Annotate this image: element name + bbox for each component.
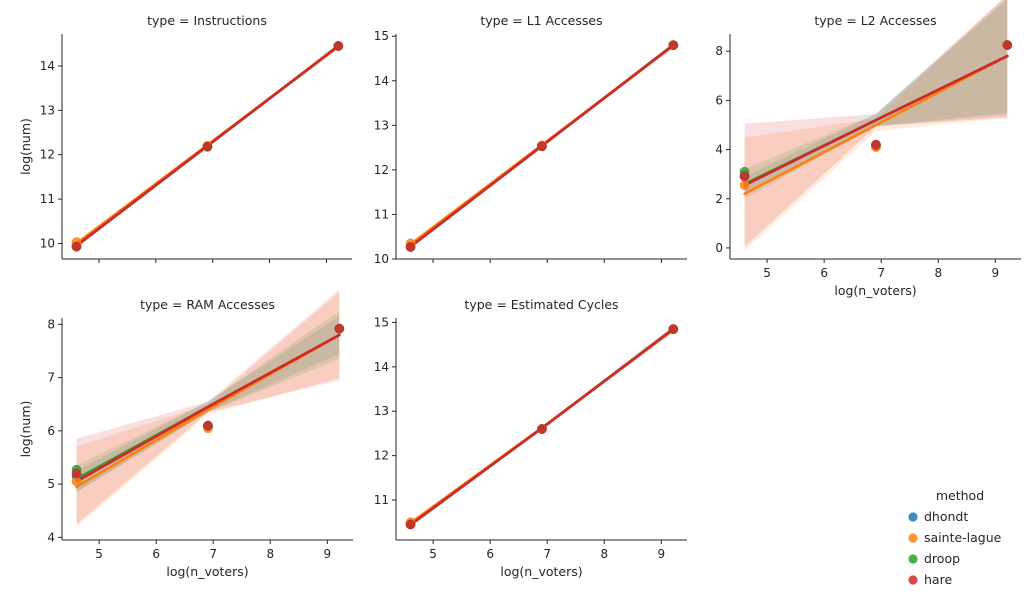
y-tick-label: 13 <box>374 404 389 418</box>
x-tick-label: 6 <box>820 266 828 280</box>
y-tick-label: 11 <box>374 207 389 221</box>
facet-type-estimated-cycles: type = Estimated Cycles 11 12 13 14 15 5 6 7 8 9 lo… <box>374 297 687 579</box>
legend-marker-dhondt <box>908 512 918 522</box>
y-tick-label: 2 <box>715 192 723 206</box>
data-point-sainte-lague <box>739 180 750 191</box>
x-tick-label: 9 <box>324 547 332 561</box>
y-tick-label: 12 <box>374 163 389 177</box>
legend-marker-droop <box>908 554 918 564</box>
y-tick-label: 4 <box>715 143 723 157</box>
confidence-band-hare <box>744 0 1008 247</box>
facet-title: type = L1 Accesses <box>480 13 602 28</box>
y-tick-label: 7 <box>47 371 55 385</box>
legend-label-sainte-lague: sainte-lague <box>924 530 1002 545</box>
x-tick-label: 5 <box>763 266 771 280</box>
y-tick-label: 15 <box>374 315 389 329</box>
legend-marker-hare <box>908 575 918 585</box>
facet-type-instructions: type = Instructions 10 11 12 13 14 log(num) <box>18 13 352 263</box>
x-axis-label: log(n_voters) <box>166 564 248 579</box>
facet-type-l1-accesses: type = L1 Accesses 10 11 12 13 14 15 <box>374 13 687 266</box>
legend-label-hare: hare <box>924 572 952 587</box>
data-point-hare <box>334 323 345 334</box>
facet-type-ram-accesses: type = RAM Accesses 4 5 6 7 8 5 6 7 8 9 log(n_voter… <box>18 289 353 579</box>
x-tick-label: 7 <box>877 266 885 280</box>
x-tick-label: 6 <box>486 547 494 561</box>
data-point-hare <box>668 324 679 334</box>
data-point-hare <box>739 171 750 182</box>
regression-line-sainte-lague <box>743 54 1009 196</box>
y-tick-label: 10 <box>40 236 55 250</box>
x-tick-label: 8 <box>600 547 608 561</box>
facet-title: type = Instructions <box>147 13 267 28</box>
y-tick-label: 14 <box>40 59 55 73</box>
y-tick-label: 4 <box>47 530 55 544</box>
x-tick-label: 9 <box>992 266 1000 280</box>
data-point-hare <box>71 241 82 252</box>
facet-title: type = RAM Accesses <box>140 297 275 312</box>
data-point-hare <box>202 141 213 152</box>
y-tick-label: 10 <box>374 252 389 266</box>
regression-line-hare <box>75 333 341 483</box>
data-point-hare <box>333 41 344 51</box>
y-tick-label: 0 <box>715 241 723 255</box>
y-tick-label: 8 <box>47 317 55 331</box>
y-axis-label: log(num) <box>18 118 33 175</box>
y-tick-label: 15 <box>374 29 389 43</box>
data-point-hare <box>537 424 547 434</box>
x-tick-label: 7 <box>543 547 551 561</box>
data-point-hare <box>537 141 547 152</box>
x-tick-label: 9 <box>658 547 666 561</box>
confidence-band-dhondt <box>744 0 1008 194</box>
y-tick-label: 12 <box>40 148 55 162</box>
data-point-hare <box>1002 40 1013 50</box>
data-point-hare <box>405 519 416 530</box>
data-point-hare <box>203 420 213 431</box>
data-point-hare <box>405 242 416 252</box>
y-tick-label: 11 <box>374 493 389 507</box>
y-tick-label: 6 <box>715 93 723 107</box>
x-tick-label: 5 <box>95 547 103 561</box>
x-tick-label: 5 <box>429 547 437 561</box>
facet-type-l2-accesses: type = L2 Accesses 0 2 4 6 8 5 6 7 8 9 log(n_voters… <box>715 0 1021 298</box>
facet-title: type = L2 Accesses <box>814 13 936 28</box>
y-axis-label: log(num) <box>18 401 33 458</box>
legend-title: method <box>936 488 984 503</box>
y-tick-label: 12 <box>374 449 389 463</box>
x-tick-label: 6 <box>152 547 160 561</box>
x-tick-label: 8 <box>266 547 274 561</box>
regression-line-hare <box>743 54 1009 187</box>
legend-marker-sainte-lague <box>908 533 918 543</box>
facet-title: type = Estimated Cycles <box>464 297 618 312</box>
legend-label-dhondt: dhondt <box>924 509 968 524</box>
y-tick-label: 14 <box>374 74 389 88</box>
confidence-band-droop <box>744 0 1008 199</box>
y-tick-label: 8 <box>715 44 723 58</box>
y-tick-label: 11 <box>40 192 55 206</box>
x-axis-label: log(n_voters) <box>500 564 582 579</box>
x-tick-label: 7 <box>209 547 217 561</box>
data-point-hare <box>668 40 679 50</box>
y-tick-label: 14 <box>374 360 389 374</box>
y-tick-label: 13 <box>40 103 55 117</box>
legend: method dhondt sainte-lague droop hare <box>908 488 1002 587</box>
y-tick-label: 6 <box>47 424 55 438</box>
legend-label-droop: droop <box>924 551 960 566</box>
x-tick-label: 8 <box>934 266 942 280</box>
y-tick-label: 13 <box>374 118 389 132</box>
data-point-hare <box>71 468 82 479</box>
data-point-hare <box>871 139 881 150</box>
y-tick-label: 5 <box>47 477 55 491</box>
x-axis-label: log(n_voters) <box>834 283 916 298</box>
